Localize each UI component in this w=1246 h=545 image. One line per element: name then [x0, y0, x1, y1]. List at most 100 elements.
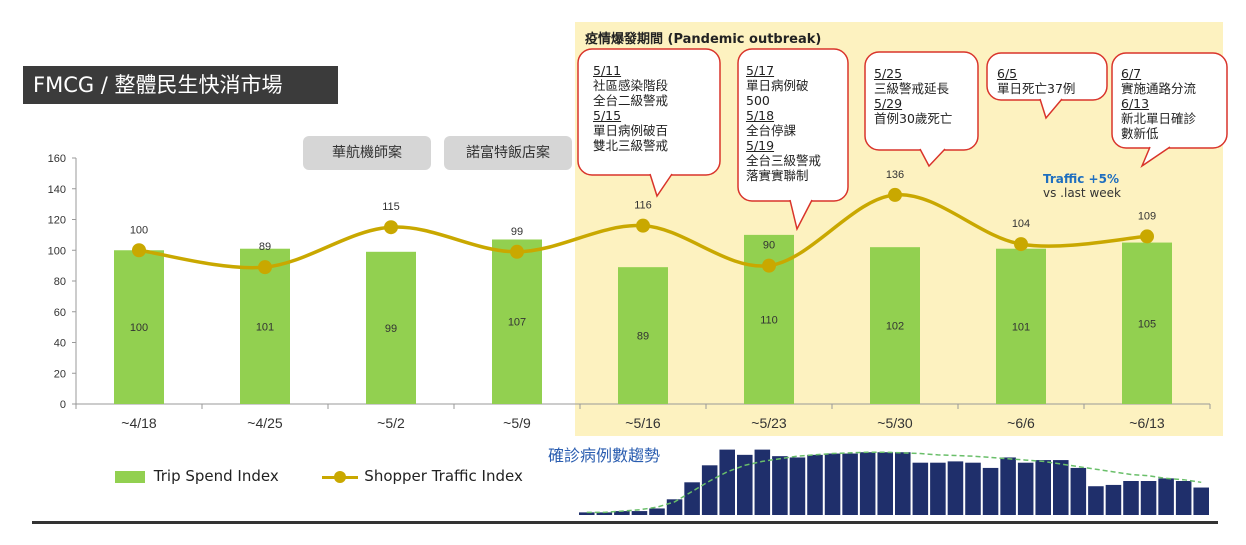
callout-text: 數新低: [1121, 126, 1159, 141]
covid-bar: [772, 456, 788, 515]
point-shopper-traffic: [1140, 229, 1154, 244]
covid-bar: [807, 454, 823, 515]
callout-date: 5/29: [874, 96, 903, 111]
covid-bar: [1105, 484, 1122, 515]
line-data-label: 115: [382, 201, 400, 213]
callout-text: 新北單日確診: [1121, 111, 1197, 126]
x-tick-label: ~6/6: [1007, 415, 1035, 431]
traffic-note-line2: vs .last week: [1043, 186, 1121, 200]
callout-text: 首例30歲死亡: [874, 111, 953, 126]
callout-text: 單日病例破: [746, 78, 809, 93]
bar-trip-spend: [240, 248, 290, 404]
bar-trip-spend: [618, 267, 668, 404]
covid-bar: [754, 449, 771, 515]
covid-bar: [965, 462, 981, 515]
legend-bar-swatch: [115, 470, 145, 483]
callout-text: 全台二級警戒: [593, 93, 669, 108]
bar-data-label: 100: [130, 322, 148, 334]
event-annotation-novotel: 諾富特飯店案: [444, 136, 572, 170]
covid-bar: [596, 512, 613, 515]
covid-bar: [947, 461, 964, 515]
callout-tail: [1140, 146, 1171, 169]
callout-date: 6/5: [997, 66, 1018, 81]
covid-bar: [1123, 481, 1139, 515]
bar-trip-spend: [366, 251, 416, 404]
traffic-note: Traffic +5% vs .last week: [1043, 172, 1121, 200]
bar-data-label: 105: [1138, 318, 1156, 330]
bottom-divider: [32, 521, 1218, 524]
covid-bar: [912, 462, 929, 515]
y-tick-label: 100: [48, 245, 66, 257]
point-shopper-traffic: [762, 258, 776, 273]
bar-data-label: 107: [508, 317, 526, 329]
point-shopper-traffic: [384, 220, 398, 235]
point-shopper-traffic: [1014, 237, 1028, 252]
covid-bar: [701, 465, 718, 515]
y-tick-label: 160: [48, 153, 66, 165]
x-tick-label: ~5/30: [877, 415, 913, 431]
covid-bar: [649, 508, 665, 515]
covid-bar: [930, 462, 946, 515]
callout-date: 5/25: [874, 66, 903, 81]
callout-text: 社區感染階段: [593, 78, 669, 93]
point-shopper-traffic: [510, 244, 524, 259]
bar-trip-spend: [870, 247, 920, 404]
page-title: FMCG / 整體民生快消市場: [23, 66, 338, 104]
covid-bar: [719, 449, 735, 515]
x-tick-label: ~5/2: [377, 415, 405, 431]
callout-tail: [1039, 98, 1063, 120]
y-tick-label: 140: [48, 184, 66, 196]
y-tick-label: 40: [54, 338, 66, 350]
legend-line-label: Shopper Traffic Index: [364, 467, 523, 485]
bar-trip-spend: [114, 250, 164, 404]
covid-bar: [1035, 460, 1051, 515]
point-shopper-traffic: [132, 243, 146, 258]
legend-line-swatch: [321, 470, 358, 483]
covid-bar: [631, 511, 648, 515]
point-shopper-traffic: [636, 218, 650, 233]
callout-date: 6/13: [1121, 96, 1150, 111]
covid-bar: [1158, 478, 1174, 515]
covid-bar: [737, 454, 753, 515]
traffic-note-line1: Traffic +5%: [1043, 172, 1119, 186]
covid-bar: [1175, 481, 1192, 515]
pandemic-period-title: 疫情爆發期間 (Pandemic outbreak): [585, 32, 822, 47]
bar-trip-spend: [996, 248, 1046, 404]
callout-date: 5/17: [746, 63, 775, 78]
callout-tail: [649, 173, 673, 198]
point-shopper-traffic: [258, 260, 272, 275]
covid-bar: [982, 467, 999, 515]
pandemic-callout: 6/5 單日死亡37例: [997, 66, 1075, 96]
x-tick-label: ~5/23: [751, 415, 787, 431]
callout-text: 500: [746, 93, 770, 108]
covid-bar: [789, 457, 806, 515]
pandemic-callout: 5/17 單日病例破 500 5/18 全台停課 5/19 全台三級警戒 落實實聯制: [746, 63, 821, 183]
callout-date: 5/15: [593, 108, 622, 123]
callout-date: 6/7: [1121, 66, 1142, 81]
covid-trend-chart: [579, 449, 1209, 515]
pandemic-callout: 5/11 社區感染階段 全台二級警戒 5/15 單日病例破百 雙北三級警戒: [593, 63, 668, 153]
callout-tail: [789, 199, 813, 232]
callout-text: 實施通路分流: [1121, 81, 1197, 96]
covid-trend-label: 確診病例數趨勢: [548, 446, 661, 465]
bar-data-label: 89: [637, 331, 649, 343]
covid-bar: [684, 482, 700, 515]
line-data-label: 99: [511, 226, 523, 238]
callout-date: 5/11: [593, 63, 622, 78]
covid-bar: [895, 452, 911, 515]
covid-bar: [877, 452, 893, 515]
line-data-label: 90: [763, 240, 775, 252]
callout-text: 三級警戒延長: [874, 81, 950, 96]
callout-text: 全台三級警戒: [746, 153, 822, 168]
line-data-label: 136: [886, 169, 904, 181]
legend-bar-label: Trip Spend Index: [153, 467, 279, 485]
x-tick-label: ~5/16: [625, 415, 661, 431]
bar-data-label: 99: [385, 323, 397, 335]
event-annotation-cal-pilot: 華航機師案: [303, 136, 431, 170]
covid-trend-line: [586, 451, 1202, 514]
bar-trip-spend: [492, 239, 542, 404]
covid-bar: [1070, 467, 1087, 515]
y-tick-label: 120: [48, 215, 66, 227]
bar-data-label: 101: [1012, 321, 1030, 333]
